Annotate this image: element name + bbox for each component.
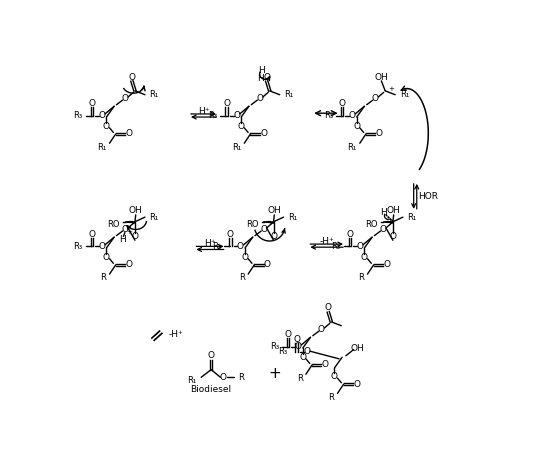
Text: O: O [241,253,248,261]
Text: R₃: R₃ [278,347,287,356]
Text: +: + [269,366,281,381]
Text: O: O [372,94,379,103]
Text: OH: OH [267,207,281,215]
Text: O: O [318,325,325,334]
Text: R₃: R₃ [270,342,279,351]
Text: H⁺: H⁺ [204,239,216,248]
Text: O: O [379,225,386,234]
Text: R: R [238,373,244,382]
Text: O: O [238,122,245,131]
Text: +: + [388,86,394,92]
Text: -H⁺: -H⁺ [319,237,334,245]
Text: O: O [293,335,300,344]
Text: R₃: R₃ [212,242,221,251]
Text: O: O [295,342,302,351]
Text: O: O [383,261,390,269]
Text: O: O [88,99,95,108]
Text: O: O [223,99,230,108]
Text: HOR: HOR [418,192,438,201]
Text: O: O [389,232,396,241]
Text: H: H [119,235,126,244]
Text: O: O [376,129,383,139]
Text: R₃: R₃ [73,111,82,120]
Text: R₃: R₃ [73,242,82,251]
Text: R: R [101,274,106,282]
Text: +: + [126,229,132,235]
Text: O: O [322,360,329,370]
Text: O: O [299,353,306,362]
Text: O: O [285,330,292,339]
Text: O: O [233,111,240,120]
Text: O: O [132,232,139,241]
Text: O: O [356,242,363,251]
Text: O: O [227,230,234,238]
Text: O: O [264,261,271,269]
Text: Biodiesel: Biodiesel [191,385,232,394]
Text: O: O [88,230,95,238]
Text: O: O [349,111,356,120]
Text: H: H [257,74,264,83]
Text: O: O [353,380,360,389]
Text: R₁: R₁ [288,213,298,222]
Text: R₁: R₁ [149,90,159,99]
Text: RO: RO [107,220,120,229]
Text: O: O [128,73,135,81]
Text: O: O [256,94,263,103]
Text: O: O [237,242,244,251]
Text: R₃: R₃ [208,111,217,120]
Text: R: R [239,274,245,282]
Text: O: O [103,253,110,261]
Text: OH: OH [350,344,364,353]
Text: O: O [208,351,215,360]
Text: H: H [259,67,265,75]
Text: OH: OH [129,207,143,215]
Text: O: O [260,225,267,234]
Text: R₁: R₁ [348,143,357,152]
Text: R₁: R₁ [149,213,159,222]
Text: R₁: R₁ [232,143,241,152]
Text: O: O [98,111,105,120]
Text: R₃: R₃ [331,242,341,251]
Text: R₃: R₃ [324,111,333,120]
Text: R: R [328,393,334,402]
Text: RO: RO [365,220,377,229]
Text: O: O [324,304,331,312]
Text: R₁: R₁ [97,143,106,152]
Text: O: O [346,230,353,238]
Text: O: O [270,232,277,241]
Text: R: R [297,374,303,383]
Text: O: O [121,94,128,103]
Text: RO: RO [246,220,258,229]
Text: H⁺: H⁺ [198,107,209,116]
Text: O: O [260,129,267,139]
Text: H: H [381,208,387,217]
Text: R₁: R₁ [407,213,417,222]
Text: O: O [353,122,360,131]
Text: O: O [331,372,338,381]
Text: -H⁺: -H⁺ [169,330,184,339]
Text: O: O [103,122,110,131]
Text: O: O [220,373,227,382]
Text: O: O [98,242,105,251]
Text: O: O [263,73,270,81]
Text: R₁: R₁ [400,90,409,99]
Text: OH: OH [375,73,388,81]
Text: O: O [338,99,345,108]
Text: O: O [361,253,368,261]
Text: R₁: R₁ [187,376,197,385]
Text: O: O [121,225,128,234]
Text: OH: OH [387,207,400,215]
Text: O: O [303,347,310,356]
Text: R: R [358,274,364,282]
Text: O: O [125,261,132,269]
Text: R₁: R₁ [285,90,294,99]
Text: O: O [125,129,132,139]
